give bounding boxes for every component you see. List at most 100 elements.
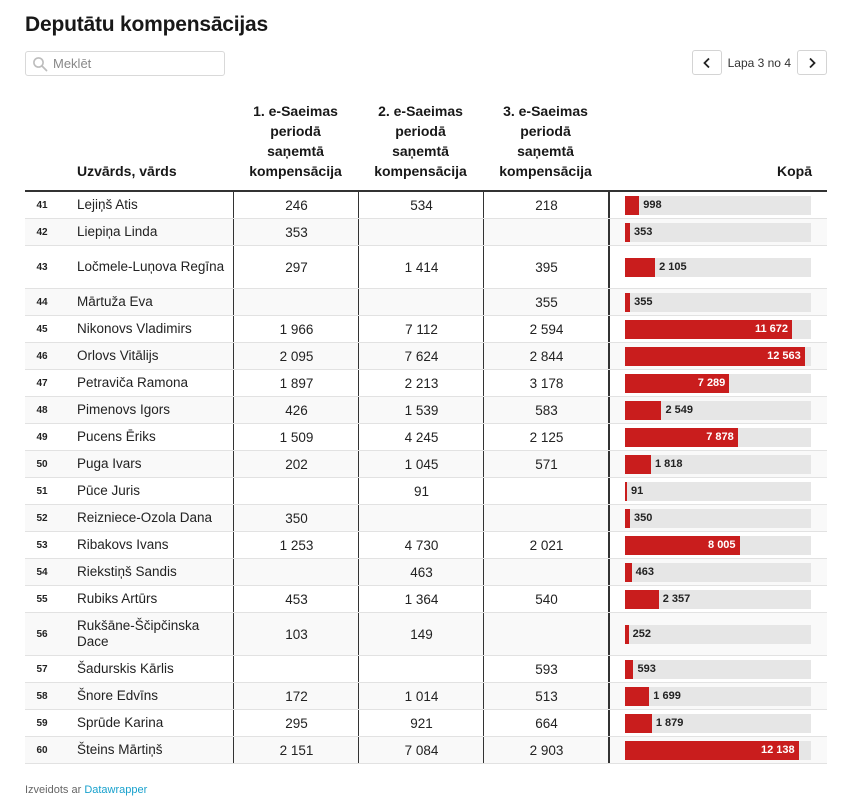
row-name-text: Reizniece-Ozola Dana — [77, 510, 213, 525]
row-period2: 91 — [413, 483, 430, 499]
row-period2: 1 014 — [404, 688, 439, 704]
column-divider — [608, 737, 610, 763]
search-box[interactable] — [25, 51, 225, 76]
row-period3 — [484, 559, 609, 585]
column-divider — [233, 343, 234, 369]
column-divider — [358, 613, 359, 655]
column-divider — [608, 586, 610, 612]
column-divider — [358, 710, 359, 736]
table-row: 43 Ločmele-Luņova Regīna 297 1 414 395 2 105 — [25, 246, 827, 289]
total-bar-track: 8 005 — [625, 535, 811, 555]
column-divider — [358, 289, 359, 315]
table-row: 51 Pūce Juris 91 91 — [25, 478, 827, 505]
row-period3: 2 844 — [529, 348, 564, 364]
row-name: Ribakovs Ivans — [77, 532, 227, 558]
total-bar — [625, 195, 640, 215]
table-row: 54 Riekstiņš Sandis 463 463 — [25, 559, 827, 586]
row-rank: 56 — [36, 628, 48, 640]
total-bar — [625, 292, 631, 312]
column-divider — [358, 532, 359, 558]
row-name: Sprūde Karina — [77, 710, 227, 736]
total-bar — [625, 373, 730, 393]
total-bar-label: 8 005 — [708, 539, 736, 551]
row-period2: 1 414 — [404, 259, 439, 275]
row-period2: 4 730 — [404, 537, 439, 553]
row-period3 — [484, 613, 609, 655]
total-bar — [625, 562, 632, 582]
total-bar-track: 12 563 — [625, 346, 811, 366]
column-divider — [483, 316, 484, 342]
page-title: Deputātu kompensācijas — [25, 13, 269, 36]
row-name: Petraviča Ramona — [77, 370, 227, 396]
column-header-total[interactable]: Kopā — [777, 163, 812, 179]
row-name-text: Nikonovs Vladimirs — [77, 321, 192, 336]
table-header: Uzvārds, vārds 1. e-Saeimas periodā saņe… — [25, 103, 827, 192]
row-period1: 2 095 — [279, 348, 314, 364]
row-name: Orlovs Vitālijs — [77, 343, 227, 369]
total-bar-label: 7 289 — [697, 377, 726, 389]
column-divider — [483, 737, 484, 763]
total-bar-track: 7 878 — [625, 427, 811, 447]
row-rank: 50 — [36, 458, 48, 470]
chevron-right-icon — [809, 57, 816, 68]
row-name-text: Pucens Ēriks — [77, 429, 156, 444]
row-period2: 149 — [410, 626, 433, 642]
column-divider — [358, 656, 359, 682]
row-name-text: Sprūde Karina — [77, 715, 164, 730]
row-period3: 218 — [535, 197, 558, 213]
row-name: Šteins Mārtiņš — [77, 737, 227, 763]
column-divider — [608, 192, 610, 218]
column-divider — [608, 505, 610, 531]
row-name: Pucens Ēriks — [77, 424, 227, 450]
page-indicator: Lapa 3 no 4 — [727, 55, 791, 70]
total-bar-label: 12 563 — [767, 350, 801, 362]
total-bar — [625, 659, 634, 679]
column-header-period2[interactable]: 2. e-Saeimas periodā saņemtā kompensācij… — [374, 103, 467, 179]
row-period3: 2 903 — [529, 742, 564, 758]
column-divider — [608, 289, 610, 315]
total-bar-track: 1 879 — [625, 713, 811, 733]
search-input[interactable] — [53, 56, 223, 71]
total-bar-track: 355 — [625, 292, 811, 312]
row-name-text: Šnore Edvīns — [77, 688, 159, 703]
row-name: Liepiņa Linda — [77, 219, 227, 245]
row-name: Pūce Juris — [77, 478, 227, 504]
datawrapper-link[interactable]: Datawrapper — [84, 784, 148, 796]
table-row: 42 Liepiņa Linda 353 353 — [25, 219, 827, 246]
column-divider — [358, 586, 359, 612]
total-bar-track: 353 — [625, 222, 811, 242]
row-period2: 1 045 — [404, 456, 439, 472]
total-bar-label: 353 — [634, 226, 653, 238]
column-header-name[interactable]: Uzvārds, vārds — [77, 163, 177, 179]
column-divider — [483, 559, 484, 585]
total-bar-track: 998 — [625, 195, 811, 215]
previous-page-button[interactable] — [691, 50, 722, 75]
row-name-text: Šteins Mārtiņš — [77, 742, 163, 757]
row-name-text: Pūce Juris — [77, 483, 141, 498]
column-divider — [483, 586, 484, 612]
column-divider — [483, 370, 484, 396]
row-period1: 295 — [285, 715, 308, 731]
column-header-period1[interactable]: 1. e-Saeimas periodā saņemtā kompensācij… — [249, 103, 342, 179]
row-period1: 172 — [285, 688, 308, 704]
total-bar-track: 2 357 — [625, 589, 811, 609]
row-name: Mārtuža Eva — [77, 289, 227, 315]
table-row: 46 Orlovs Vitālijs 2 095 7 624 2 844 12 563 — [25, 343, 827, 370]
total-bar-track: 91 — [625, 481, 811, 501]
column-divider — [233, 397, 234, 423]
total-bar — [625, 624, 629, 644]
total-bar-track: 1 818 — [625, 454, 811, 474]
column-divider — [233, 478, 234, 504]
row-period1: 1 966 — [279, 321, 314, 337]
total-bar — [625, 589, 659, 609]
row-period2: 7 084 — [404, 742, 439, 758]
row-period1: 1 253 — [279, 537, 314, 553]
row-period1: 1 897 — [279, 375, 314, 391]
row-name: Rukšāne-Ščipčinska Dace — [77, 613, 227, 655]
row-period1: 353 — [285, 224, 308, 240]
next-page-button[interactable] — [797, 50, 827, 75]
table-row: 47 Petraviča Ramona 1 897 2 213 3 178 7 289 — [25, 370, 827, 397]
row-period1 — [234, 656, 359, 682]
row-period1: 103 — [285, 626, 308, 642]
column-header-period3[interactable]: 3. e-Saeimas periodā saņemtā kompensācij… — [499, 103, 592, 179]
